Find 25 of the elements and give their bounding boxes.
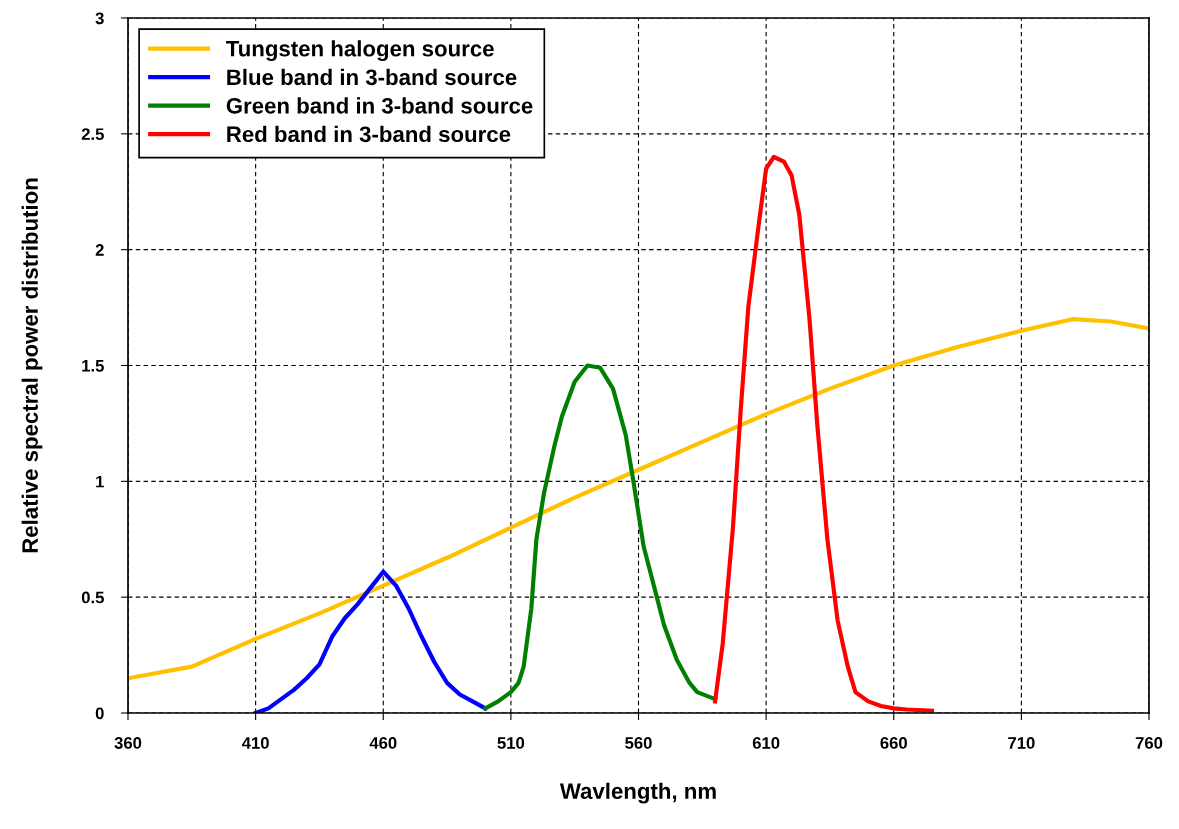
y-tick-label: 1.5 xyxy=(82,360,104,372)
legend-label: Red band in 3-band source xyxy=(227,125,511,143)
x-tick-label: 610 xyxy=(752,737,780,749)
legend-label: Tungsten halogen source xyxy=(226,40,494,62)
x-tick-label: 410 xyxy=(241,737,269,749)
line-series xyxy=(128,317,1149,681)
y-tick-label: 0.5 xyxy=(81,591,104,604)
x-tick-label: 760 xyxy=(1135,737,1163,749)
x-tick-label: 660 xyxy=(880,737,907,749)
y-tick-label: 3 xyxy=(95,12,104,25)
x-tick-label: 710 xyxy=(1008,737,1035,749)
legend-label: Green band in 3-band source xyxy=(226,97,533,114)
x-tick-label: 360 xyxy=(114,737,142,749)
y-tick-label: 1 xyxy=(96,475,104,488)
y-tick-label: 2 xyxy=(95,244,104,256)
x-tick-label: 560 xyxy=(625,737,652,749)
y-tick-label: 2.5 xyxy=(81,128,104,141)
y-axis-title: Relative spectral power distribution xyxy=(21,178,43,553)
line-series xyxy=(712,154,935,713)
line-series xyxy=(253,569,488,713)
y-tick-label: 0 xyxy=(95,707,104,720)
x-tick-label: 460 xyxy=(369,737,397,749)
x-axis-title: Wavlength, nm xyxy=(559,782,716,804)
x-tick-label: 510 xyxy=(497,737,525,749)
legend-label: Blue band in 3-band source xyxy=(227,68,517,86)
